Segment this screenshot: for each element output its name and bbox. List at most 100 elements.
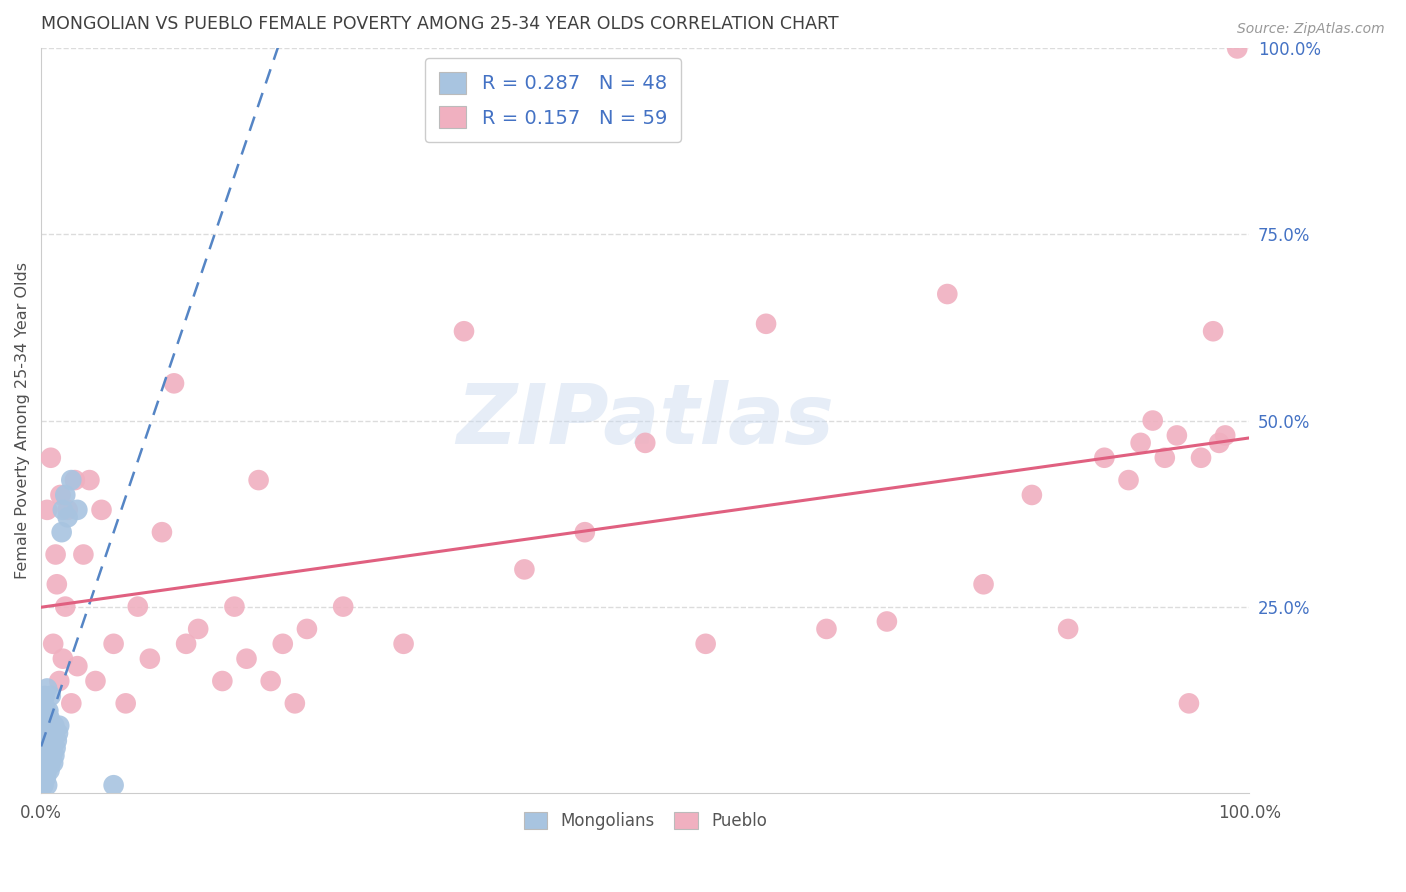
Point <box>60 473 83 487</box>
Point <box>37 503 59 517</box>
Point <box>392 637 415 651</box>
Point <box>332 599 354 614</box>
Point <box>103 778 125 792</box>
Point <box>1021 488 1043 502</box>
Point <box>45 741 67 756</box>
Point <box>634 435 657 450</box>
Point <box>51 525 73 540</box>
Point <box>247 473 270 487</box>
Point <box>41 719 63 733</box>
Point <box>32 719 55 733</box>
Point <box>34 771 56 785</box>
Point <box>174 637 197 651</box>
Point <box>45 577 67 591</box>
Point <box>37 764 59 778</box>
Point <box>224 599 246 614</box>
Point <box>1092 450 1115 465</box>
Point <box>41 748 63 763</box>
Point <box>46 726 69 740</box>
Point <box>39 726 62 740</box>
Point <box>127 599 149 614</box>
Point <box>37 733 59 747</box>
Point <box>139 651 162 665</box>
Point <box>42 756 65 770</box>
Point <box>37 756 59 770</box>
Point <box>295 622 318 636</box>
Point <box>45 548 67 562</box>
Point <box>32 764 55 778</box>
Point <box>271 637 294 651</box>
Point <box>1153 450 1175 465</box>
Point <box>84 673 107 688</box>
Point <box>52 503 75 517</box>
Point <box>56 510 79 524</box>
Point <box>163 376 186 391</box>
Point <box>1166 428 1188 442</box>
Point <box>39 689 62 703</box>
Point <box>38 711 60 725</box>
Point <box>187 622 209 636</box>
Point <box>53 488 76 502</box>
Point <box>1213 428 1236 442</box>
Point <box>1202 324 1225 338</box>
Point <box>936 287 959 301</box>
Point <box>815 622 838 636</box>
Point <box>39 450 62 465</box>
Point <box>1142 413 1164 427</box>
Point <box>56 503 79 517</box>
Point <box>42 637 65 651</box>
Point <box>34 689 56 703</box>
Point <box>1226 41 1249 55</box>
Point <box>31 771 53 785</box>
Text: MONGOLIAN VS PUEBLO FEMALE POVERTY AMONG 25-34 YEAR OLDS CORRELATION CHART: MONGOLIAN VS PUEBLO FEMALE POVERTY AMONG… <box>41 15 839 33</box>
Point <box>1118 473 1140 487</box>
Point <box>63 473 86 487</box>
Point <box>453 324 475 338</box>
Point <box>45 733 67 747</box>
Point <box>103 637 125 651</box>
Point <box>90 503 112 517</box>
Point <box>755 317 778 331</box>
Text: Source: ZipAtlas.com: Source: ZipAtlas.com <box>1237 22 1385 37</box>
Point <box>284 697 307 711</box>
Point <box>32 778 55 792</box>
Point <box>211 673 233 688</box>
Point <box>150 525 173 540</box>
Point <box>72 548 94 562</box>
Point <box>37 778 59 792</box>
Y-axis label: Female Poverty Among 25-34 Year Olds: Female Poverty Among 25-34 Year Olds <box>15 262 30 579</box>
Point <box>35 748 58 763</box>
Point <box>38 764 60 778</box>
Point <box>35 726 58 740</box>
Point <box>513 562 536 576</box>
Point <box>66 659 89 673</box>
Point <box>32 741 55 756</box>
Point <box>34 711 56 725</box>
Point <box>973 577 995 591</box>
Point <box>39 756 62 770</box>
Point <box>1178 697 1201 711</box>
Point <box>42 726 65 740</box>
Point <box>1189 450 1212 465</box>
Text: ZIPatlas: ZIPatlas <box>457 380 834 461</box>
Point <box>695 637 717 651</box>
Point <box>1057 622 1080 636</box>
Point <box>52 651 75 665</box>
Point <box>34 756 56 770</box>
Point <box>1208 435 1230 450</box>
Point <box>66 503 89 517</box>
Point <box>53 599 76 614</box>
Point <box>31 726 53 740</box>
Point <box>48 673 70 688</box>
Point <box>60 697 83 711</box>
Point <box>79 473 101 487</box>
Point <box>37 719 59 733</box>
Point <box>48 719 70 733</box>
Point <box>44 719 66 733</box>
Legend: Mongolians, Pueblo: Mongolians, Pueblo <box>517 805 773 837</box>
Point <box>37 741 59 756</box>
Point <box>38 741 60 756</box>
Point <box>37 704 59 718</box>
Point <box>32 697 55 711</box>
Point <box>235 651 257 665</box>
